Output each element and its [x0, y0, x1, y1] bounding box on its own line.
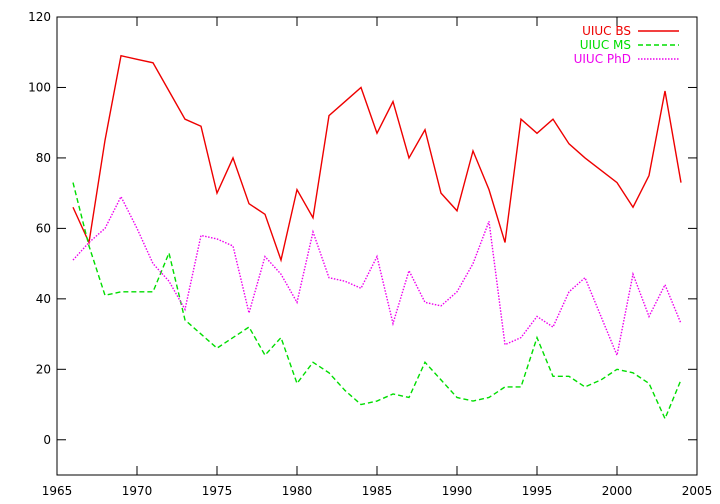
- x-tick-label: 1970: [122, 484, 153, 498]
- y-tick-label: 80: [36, 151, 51, 165]
- axis-ticks: [56, 16, 698, 475]
- x-tick-label: 1985: [362, 484, 393, 498]
- series-line-uiuc-bs: [72, 54, 682, 263]
- x-tick-label: 1980: [282, 484, 313, 498]
- y-tick-label: 20: [36, 362, 51, 376]
- y-tick-label: 100: [28, 80, 51, 94]
- x-tick-label: 1995: [522, 484, 553, 498]
- x-tick-label: 1990: [442, 484, 473, 498]
- legend-label-uiuc-ms: UIUC MS: [580, 38, 631, 52]
- series-line-uiuc-phd: [72, 195, 682, 358]
- series-line-uiuc-ms: [72, 182, 682, 421]
- y-tick-label: 120: [28, 10, 51, 24]
- x-tick-label: 1975: [202, 484, 233, 498]
- x-tick-label: 2000: [602, 484, 633, 498]
- series-lines: [72, 54, 682, 421]
- y-tick-label: 40: [36, 292, 51, 306]
- x-tick-label: 1965: [42, 484, 73, 498]
- y-tick-label: 60: [36, 221, 51, 235]
- y-tick-label: 0: [43, 433, 51, 447]
- plot-frame: [56, 16, 698, 476]
- axis-tick-labels: 1965 1970 1975 1980 1985 1990 1995 2000 2005 0 20 4…: [28, 10, 712, 498]
- legend-label-uiuc-phd: UIUC PhD: [574, 52, 631, 66]
- x-tick-label: 2005: [682, 484, 713, 498]
- legend-label-uiuc-bs: UIUC BS: [582, 24, 631, 38]
